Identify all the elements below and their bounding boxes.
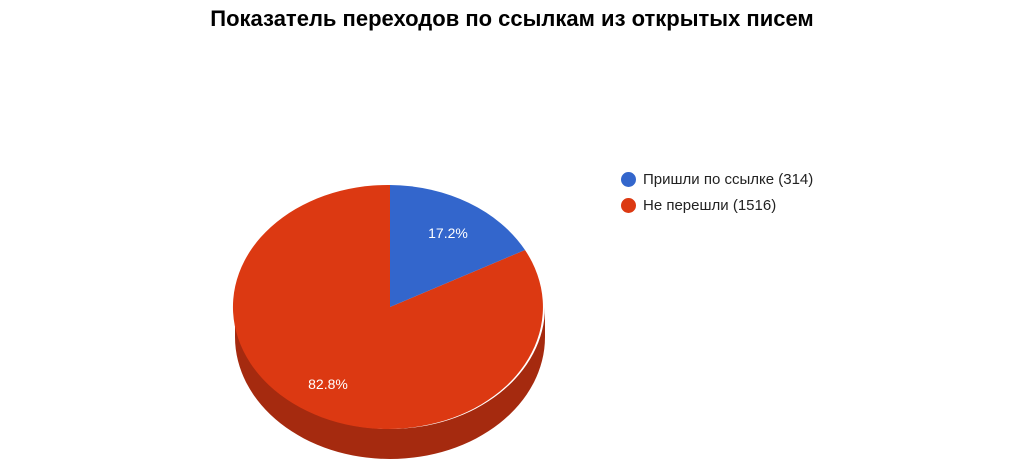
legend: Пришли по ссылке (314) Не перешли (1516) xyxy=(621,166,813,218)
slice-label-clicked: 17.2% xyxy=(428,225,468,241)
pie-slice-not-clicked[interactable] xyxy=(232,184,543,429)
legend-label: Не перешли (1516) xyxy=(643,196,777,214)
legend-dot-blue-icon xyxy=(621,171,636,187)
chart-title: Показатель переходов по ссылкам из откры… xyxy=(210,6,814,31)
slice-label-not-clicked: 82.8% xyxy=(308,376,348,392)
pie-side-red xyxy=(235,307,545,459)
legend-item-not-clicked[interactable]: Не перешли (1516) xyxy=(621,192,813,218)
legend-dot-red-icon xyxy=(621,197,636,213)
legend-label: Пришли по ссылке (314) xyxy=(643,170,814,188)
pie-slice-clicked[interactable] xyxy=(390,185,525,307)
legend-item-clicked[interactable]: Пришли по ссылке (314) xyxy=(621,166,813,192)
